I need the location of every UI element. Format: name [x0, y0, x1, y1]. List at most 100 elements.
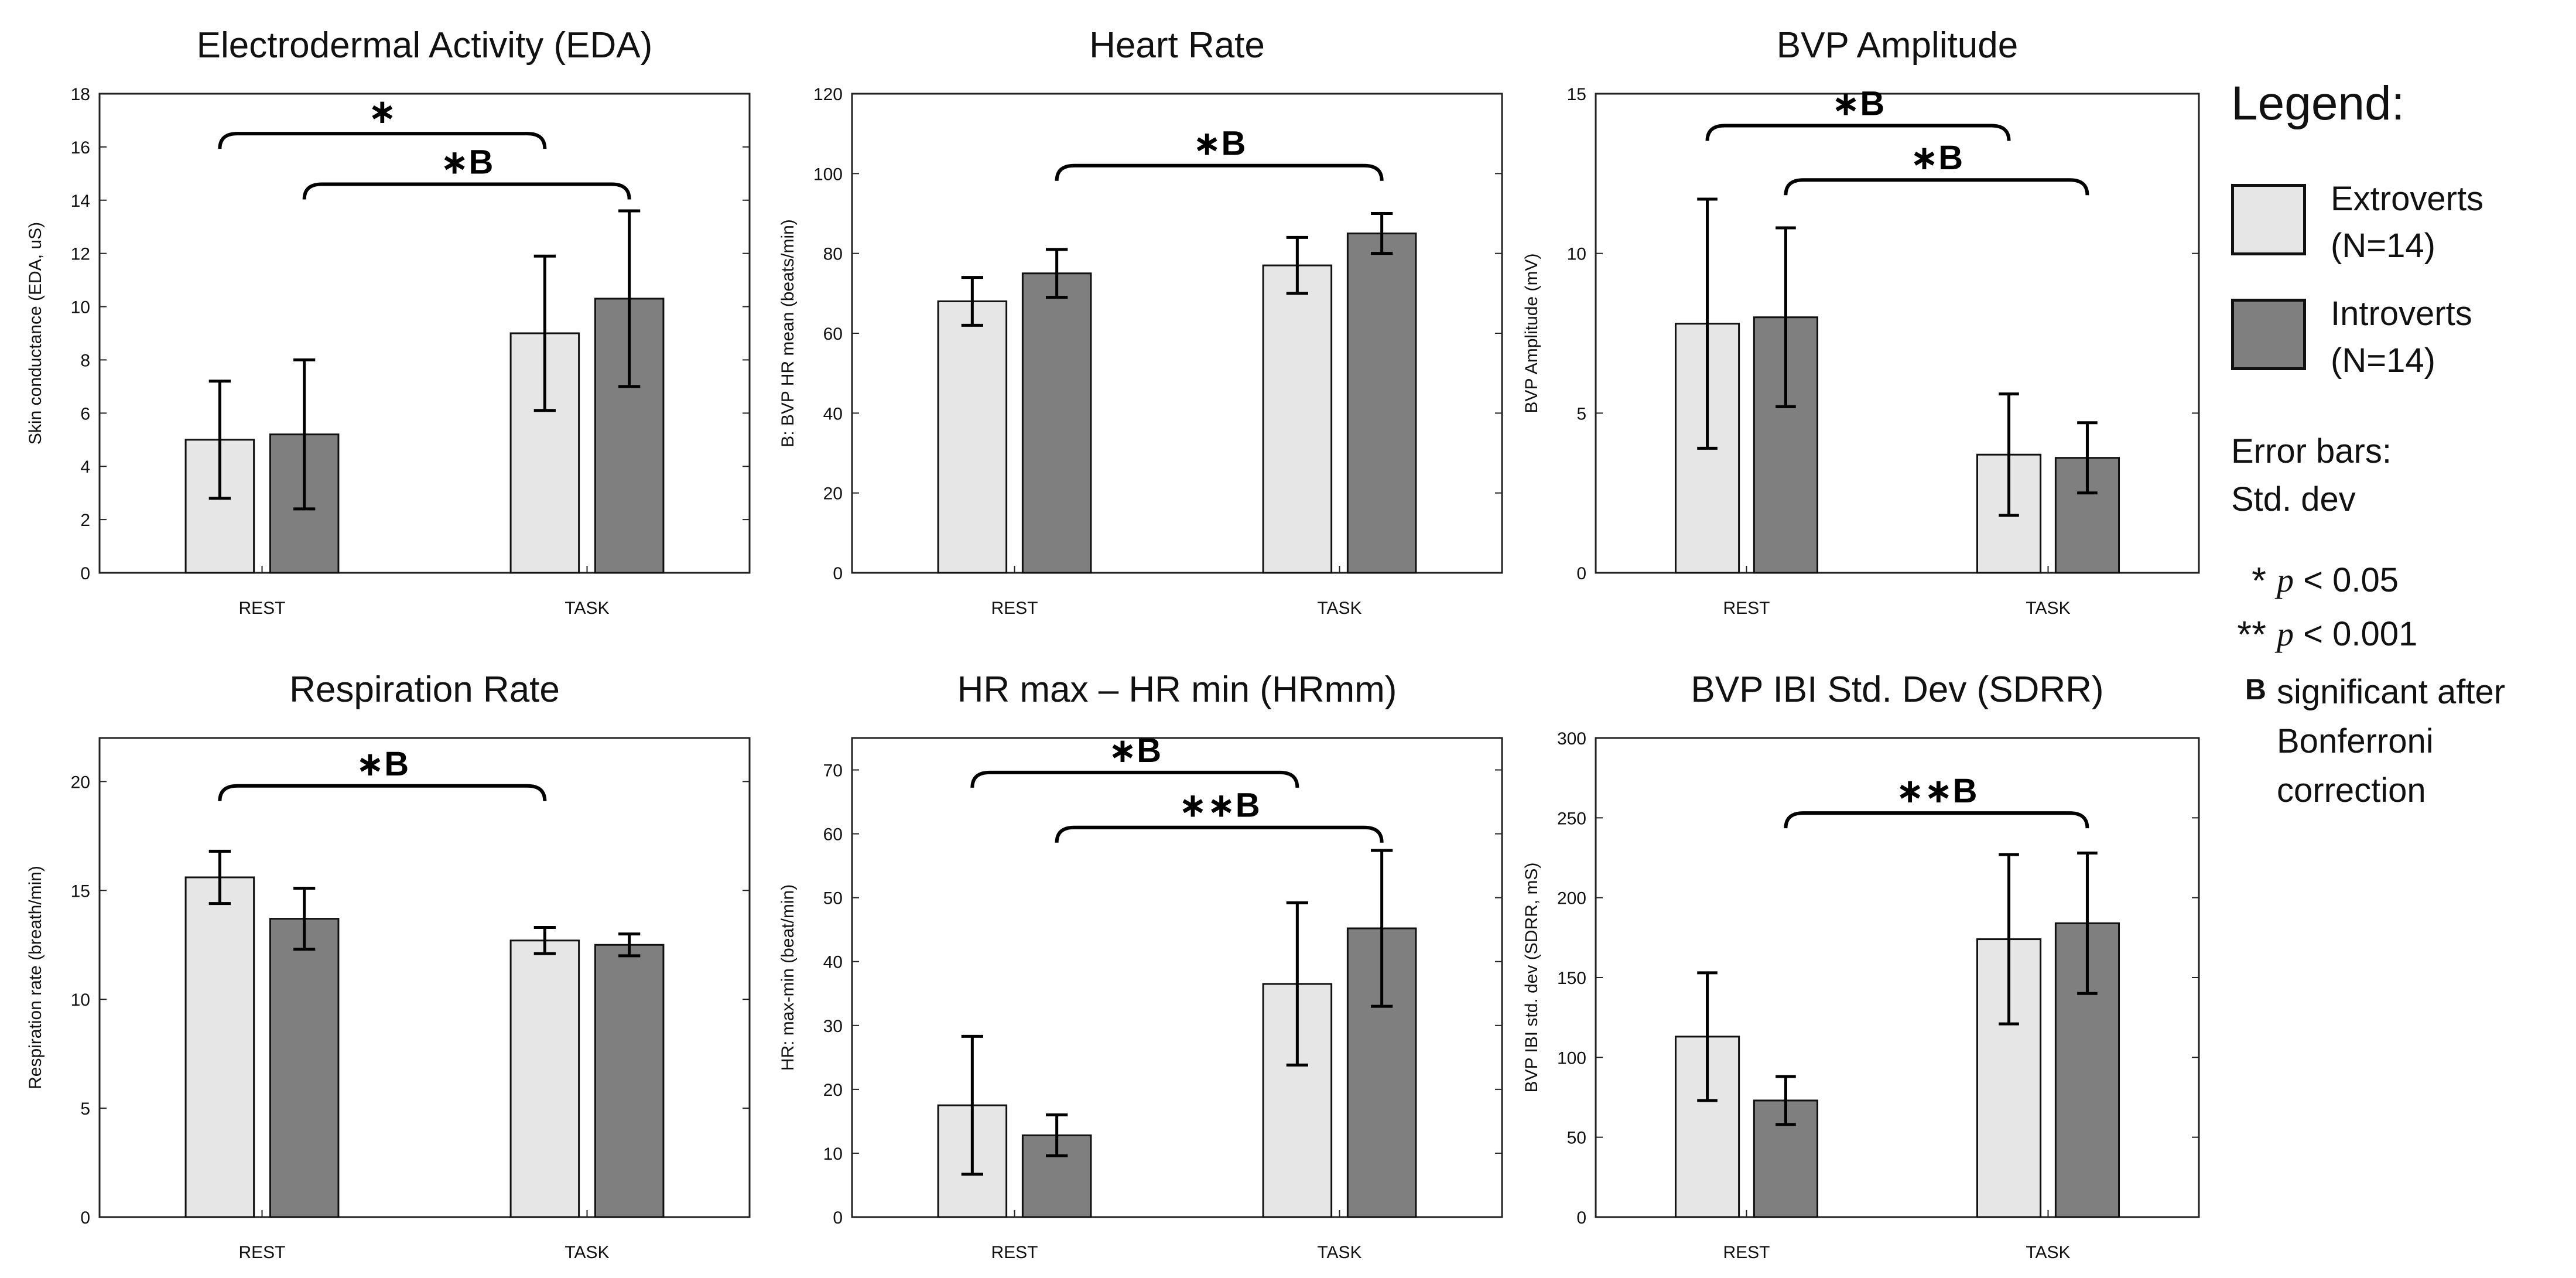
significance-bracket: [218, 784, 547, 801]
asterisk-icon: *: [2252, 559, 2266, 602]
extroverts-swatch: [2231, 184, 2306, 255]
bar-introverts-rest: [1021, 272, 1092, 574]
y-tick-label: 60: [823, 825, 843, 845]
significance-label: ∗B: [440, 143, 493, 182]
double-asterisk-icon: **: [2237, 613, 2266, 655]
y-tick-label: 8: [80, 351, 90, 370]
error-bar-note-line1: Error bars:: [2231, 432, 2392, 470]
sig-key-p001-p: p: [2277, 615, 2294, 653]
y-tick-label: 100: [1557, 1048, 1586, 1068]
y-tick-label: 70: [823, 761, 843, 781]
y-axis-label: Skin conductance (EDA, uS): [26, 222, 45, 445]
error-bar-note: Error bars: Std. dev: [2231, 428, 2392, 524]
sig-key-p001: ** p < 0.001: [2196, 614, 2417, 657]
chart-5-hr-max-hr-min-hrmm: HR max – HR min (HRmm) HR: max-min (beat/…: [778, 669, 1503, 1262]
x-tick-label-rest: REST: [991, 1243, 1038, 1262]
y-tick-label: 100: [813, 165, 843, 184]
y-tick-label: 0: [1576, 564, 1586, 583]
y-tick-label: 20: [71, 773, 90, 792]
y-axis-label: BVP Amplitude (mV): [1522, 254, 1541, 414]
y-tick-label: 200: [1557, 889, 1586, 908]
x-tick-label-task: TASK: [1317, 599, 1361, 618]
y-tick-label: 50: [823, 889, 843, 908]
bar-extroverts-rest: [937, 300, 1008, 574]
x-tick-label-task: TASK: [1317, 1243, 1361, 1262]
x-tick-label-task: TASK: [2026, 1243, 2070, 1262]
y-tick-label: 10: [1567, 245, 1586, 264]
introverts-label: Introverts: [2331, 295, 2472, 333]
x-tick-label-rest: REST: [1723, 1243, 1770, 1262]
y-tick-label: 250: [1557, 809, 1586, 828]
y-tick-label: 4: [80, 457, 90, 477]
sig-key-bonferroni-line1: significant after: [2277, 673, 2506, 711]
y-axis-label: Respiration rate (breath/min): [26, 866, 45, 1089]
x-tick-label-rest: REST: [991, 599, 1038, 618]
introverts-count: (N=14): [2331, 341, 2435, 380]
y-tick-label: 0: [1576, 1208, 1586, 1228]
significance-label: ∗B: [1193, 125, 1246, 163]
y-tick-label: 10: [71, 298, 90, 317]
x-tick-label-rest: REST: [1723, 599, 1770, 618]
chart-2-heart-rate: Heart Rate B: BVP HR mean (beats/min) 0 20 4…: [778, 25, 1503, 618]
bar-extroverts-task: [1262, 264, 1333, 574]
significance-label: ∗B: [1109, 732, 1161, 770]
y-tick-label: 14: [71, 192, 90, 211]
y-tick-label: 12: [71, 245, 90, 264]
y-tick-label: 300: [1557, 729, 1586, 749]
y-axis-label: HR: max-min (beat/min): [778, 884, 798, 1071]
chart-title: HR max – HR min (HRmm): [957, 669, 1397, 710]
significance-bracket: [1055, 163, 1384, 181]
y-tick-label: 0: [80, 564, 90, 583]
chart-title: Respiration Rate: [289, 669, 560, 710]
introverts-swatch: [2231, 299, 2306, 370]
legend-title: Legend:: [2231, 77, 2405, 130]
significance-label: ∗B: [356, 745, 409, 783]
sig-key-bonferroni-line3: correction: [2277, 771, 2426, 809]
significance-bracket: [1705, 124, 2011, 141]
y-tick-label: 50: [1567, 1129, 1586, 1148]
y-tick-label: 20: [823, 1081, 843, 1100]
sig-key-p05-value: < 0.05: [2294, 561, 2399, 599]
y-axis-label: B: BVP HR mean (beats/min): [778, 219, 798, 447]
x-tick-label-task: TASK: [2026, 599, 2070, 618]
y-tick-label: 30: [823, 1017, 843, 1036]
sig-key-bonferroni-line2: Bonferroni: [2277, 722, 2434, 760]
significance-bracket: [1055, 825, 1384, 843]
sig-key-p05: * p < 0.05: [2196, 560, 2399, 603]
y-tick-label: 40: [823, 953, 843, 972]
y-tick-label: 10: [71, 990, 90, 1010]
bar-introverts-task: [1346, 233, 1417, 574]
y-tick-label: 18: [71, 85, 90, 104]
significance-label: ∗: [368, 93, 397, 131]
y-tick-label: 2: [80, 511, 90, 530]
sig-key-p05-p: p: [2277, 561, 2294, 599]
y-tick-label: 5: [80, 1099, 90, 1119]
y-tick-label: 5: [1576, 404, 1586, 423]
y-tick-label: 15: [1567, 85, 1586, 104]
significance-label: ∗B: [1910, 139, 1963, 177]
y-tick-label: 150: [1557, 969, 1586, 988]
sig-key-bonferroni: B significant after Bonferroni correctio…: [2196, 668, 2505, 815]
y-tick-label: 40: [823, 404, 843, 423]
bonferroni-b-icon: B: [2245, 673, 2266, 706]
bar-extroverts-rest: [184, 876, 255, 1218]
y-tick-label: 15: [71, 881, 90, 901]
significance-bracket: [302, 182, 631, 200]
extroverts-label: Extroverts: [2331, 180, 2484, 218]
bar-introverts-rest: [269, 918, 340, 1218]
significance-label: ∗∗B: [1179, 787, 1260, 825]
x-tick-label-task: TASK: [565, 1243, 609, 1262]
y-tick-label: 0: [80, 1208, 90, 1228]
y-tick-label: 20: [823, 484, 843, 504]
bar-introverts-task: [594, 944, 665, 1218]
y-tick-label: 16: [71, 138, 90, 158]
y-tick-label: 80: [823, 245, 843, 264]
significance-label: ∗B: [1832, 85, 1884, 123]
chart-title: BVP Amplitude: [1777, 25, 2018, 66]
chart-title: BVP IBI Std. Dev (SDRR): [1691, 669, 2103, 710]
y-tick-label: 0: [833, 1208, 843, 1228]
x-tick-label-task: TASK: [565, 599, 609, 618]
chart-3-bvp-amplitude: BVP Amplitude BVP Amplitude (mV) 0 5 10 15 RES…: [1522, 25, 2200, 618]
x-tick-label-rest: REST: [238, 1243, 285, 1262]
y-tick-label: 6: [80, 404, 90, 423]
